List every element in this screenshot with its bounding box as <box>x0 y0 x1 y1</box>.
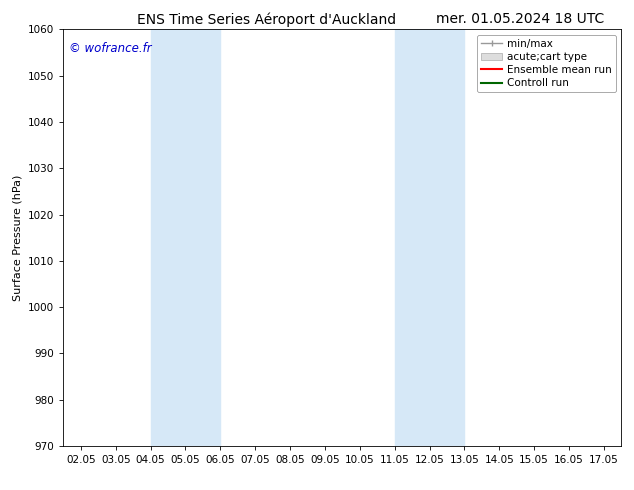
Y-axis label: Surface Pressure (hPa): Surface Pressure (hPa) <box>13 174 23 301</box>
Bar <box>394 29 464 446</box>
Legend: min/max, acute;cart type, Ensemble mean run, Controll run: min/max, acute;cart type, Ensemble mean … <box>477 35 616 92</box>
Text: © wofrance.fr: © wofrance.fr <box>69 42 152 55</box>
Text: mer. 01.05.2024 18 UTC: mer. 01.05.2024 18 UTC <box>436 12 604 26</box>
Bar <box>150 29 221 446</box>
Text: ENS Time Series Aéroport d'Auckland: ENS Time Series Aéroport d'Auckland <box>137 12 396 27</box>
